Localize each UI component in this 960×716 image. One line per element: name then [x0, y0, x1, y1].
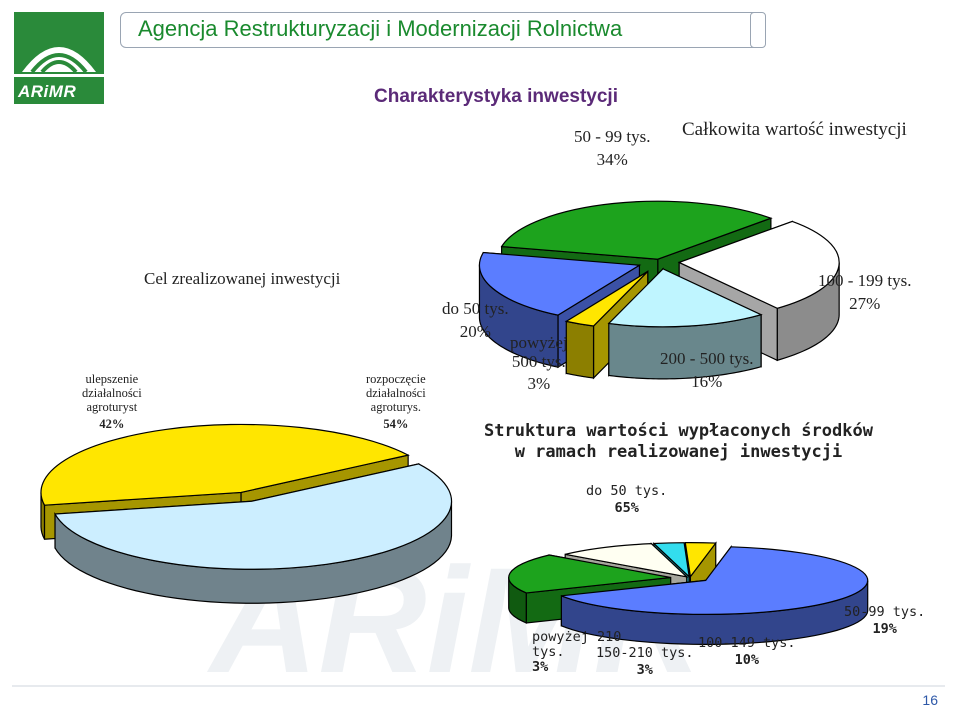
chart3-slice-label-100-149: 100-149 tys. 10%	[698, 635, 796, 668]
chart2-slice-1	[677, 220, 840, 309]
arimr-logo: ARiMR	[14, 12, 104, 104]
chart3-slice-3	[652, 542, 691, 579]
chart2-slice-3-side	[565, 320, 595, 379]
pie-chart-payout-structure	[508, 541, 869, 645]
chart3-slice-1	[508, 554, 671, 594]
chart2-slice-0	[500, 200, 773, 260]
chart3-slice-0	[561, 546, 869, 615]
page-number: 16	[922, 692, 938, 708]
chart1-slice-0	[40, 423, 410, 506]
chart2-slice-label-above-500: powyżej 500 tys. 3%	[510, 333, 568, 394]
slide-subtitle: Charakterystyka inwestycji	[374, 86, 618, 107]
chart1-title: Cel zrealizowanej inwestycji	[144, 269, 341, 288]
chart2-slice-label-200-500: 200 - 500 tys. 16%	[660, 349, 754, 391]
chart3-slice-2	[565, 543, 689, 578]
header-title: Agencja Restrukturyzacji i Modernizacji …	[138, 16, 623, 41]
chart2-slice-4	[478, 251, 642, 316]
logo-text: ARiMR	[18, 82, 77, 101]
chart2-slice-label-up-to-50: do 50 tys. 20%	[442, 299, 509, 341]
chart2-slice-label-50-99: 50 - 99 tys. 34%	[574, 127, 651, 169]
chart1-slice-1	[54, 463, 453, 570]
chart3-slice-label-150-210: 150-210 tys. 3%	[596, 645, 694, 678]
chart2-slice-3	[564, 270, 649, 327]
chart1-slice-label-start: rozpoczęcie działalności agroturys. 54%	[366, 372, 426, 432]
chart1-slice-label-improve: ulepszenie działalności agroturyst 42%	[82, 372, 142, 432]
chart2-slice-label-100-199: 100 - 199 tys. 27%	[818, 271, 912, 313]
pie-chart-investment-goal	[40, 423, 453, 604]
chart3-slice-label-50-99: 50-99 tys. 19%	[844, 604, 926, 637]
chart3-slice-label-above-210: powyżej 210 tys. 3%	[532, 629, 622, 675]
chart2-slice-2	[607, 268, 763, 328]
chart2-title: Całkowita wartość inwestycji	[682, 119, 907, 140]
header-bar	[120, 12, 762, 48]
chart3-slice-label-up-to-50: do 50 tys. 65%	[586, 483, 668, 516]
pie-chart-total-investment-value	[478, 200, 840, 380]
chart3-slice-4	[684, 542, 717, 579]
chart3-title: Struktura wartości wypłaconych środków w…	[484, 421, 873, 462]
header-bar-end	[750, 12, 766, 48]
